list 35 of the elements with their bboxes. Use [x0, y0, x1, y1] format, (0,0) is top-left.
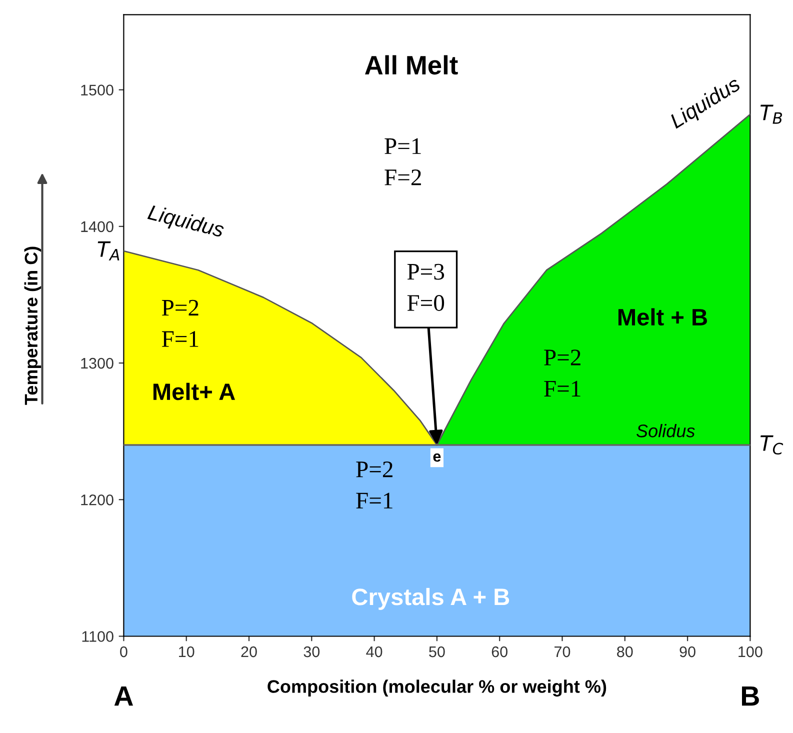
x-tick-label: 90: [680, 646, 696, 658]
ref-line-label: Solidus: [636, 424, 695, 438]
y-tick-label: 1200: [81, 494, 114, 506]
x-tick-label: 60: [492, 646, 508, 658]
x-tick-label: 50: [429, 646, 445, 658]
annotation: T$_{B}$: [760, 104, 782, 124]
annotation: P=2 F=1: [356, 461, 392, 508]
y-tick-label: 1500: [81, 84, 114, 96]
x-tick-label: 20: [241, 646, 257, 658]
x-tick-label: 70: [554, 646, 570, 658]
y-axis-title: Temperature (in C): [24, 246, 42, 405]
annotation: T$_{C}$: [760, 435, 784, 455]
y-tick-label: 1300: [81, 358, 114, 369]
x-tick-label: 40: [366, 646, 382, 658]
annotation: P=2 F=1: [162, 300, 198, 347]
annotation: P=2 F=1: [544, 350, 580, 396]
x-tick-label: 100: [738, 646, 762, 658]
text: B: [742, 686, 759, 706]
x-tick-label: 0: [120, 646, 128, 658]
x-tick-label: 10: [179, 646, 194, 658]
annotation: P=3 F=0: [407, 264, 444, 311]
annotation: All Melt: [365, 55, 458, 75]
annotation: Melt+ A: [153, 382, 236, 400]
annotation: Melt + B: [618, 308, 707, 326]
y-tick-label: 1100: [82, 631, 114, 642]
x-axis-title: Composition (molecular % or weight %): [268, 680, 606, 697]
y-tick-label: 1400: [81, 221, 114, 232]
annotation: T$_{A}$: [98, 241, 120, 260]
annotation: P=1 F=2: [384, 138, 421, 186]
x-tick-label: 80: [617, 646, 633, 658]
x-tick-label: 30: [304, 646, 320, 658]
annotation: Crystals A + B: [352, 588, 510, 610]
annotation: e: [433, 453, 441, 462]
annotation: Liquidus: [146, 204, 226, 242]
text: A: [114, 686, 134, 706]
